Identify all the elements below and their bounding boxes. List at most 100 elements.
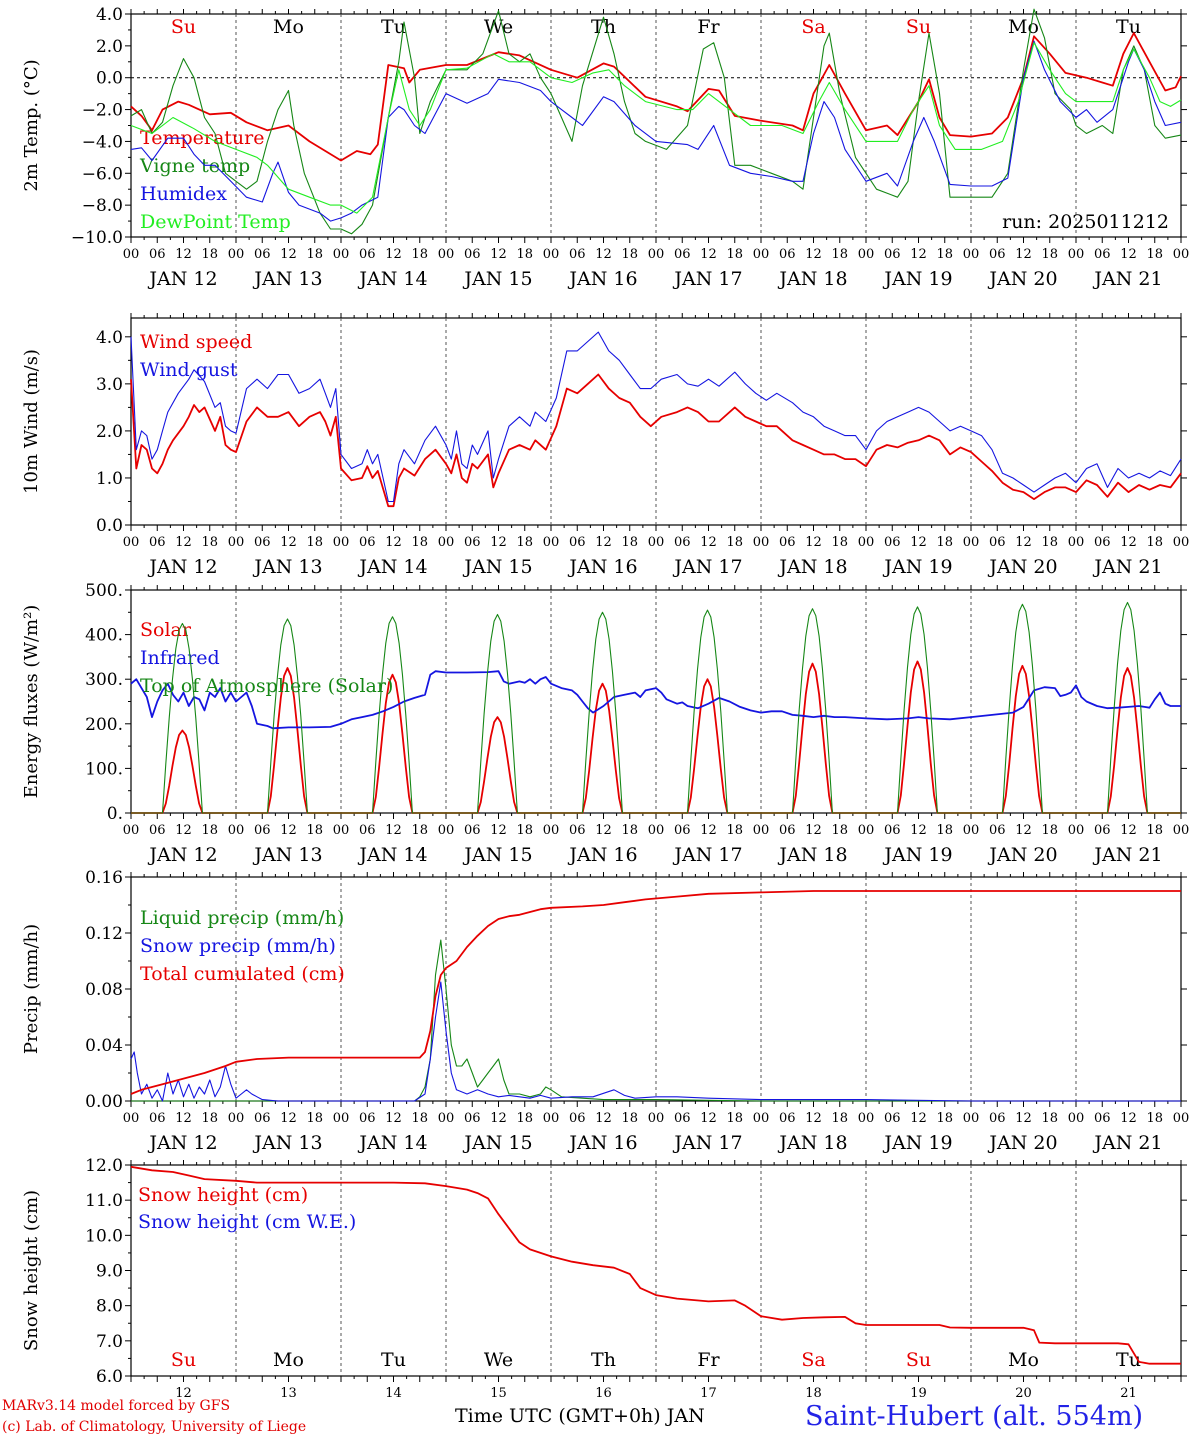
x-day-number: 13 [280,1386,297,1401]
x-hour-label: 12 [280,1111,297,1126]
x-date-label: JAN 19 [882,556,952,578]
x-hour-label: 18 [726,1111,743,1126]
x-axis-title: Time UTC (GMT+0h) JAN [455,1405,705,1427]
x-hour-label: 12 [910,1111,927,1126]
x-hour-label: 06 [674,535,691,550]
x-date-label: JAN 12 [147,844,217,866]
x-hour-label: 06 [359,1111,376,1126]
x-hour-label: 06 [254,823,271,838]
legend-entry: Vigne temp [139,155,250,177]
x-hour-label: 06 [1094,247,1111,262]
x-hour-label: 00 [753,1111,770,1126]
x-date-label: JAN 13 [252,844,322,866]
weekday-label: We [484,1349,513,1371]
model-credit: MARv3.14 model forced by GFS [2,1398,231,1414]
x-hour-label: 18 [306,823,323,838]
x-hour-label: 00 [1173,535,1190,550]
x-hour-label: 06 [464,535,481,550]
x-hour-label: 00 [333,823,350,838]
y-tick-label: 400. [85,626,123,646]
x-hour-label: 18 [1146,823,1163,838]
weekday-label: Sa [801,1349,825,1371]
legend-entry: Solar [140,619,192,641]
y-tick-label: 0.0 [96,69,123,89]
legend-entry: Snow height (cm) [138,1184,308,1206]
x-date-label: JAN 20 [987,1132,1057,1154]
x-hour-label: 12 [1015,823,1032,838]
x-day-number: 16 [595,1386,612,1401]
x-hour-label: 12 [1015,1111,1032,1126]
top-of-atmosphere-solar-line [131,601,1181,814]
x-hour-label: 00 [123,823,140,838]
x-hour-label: 00 [753,823,770,838]
legend-entry: Wind speed [140,331,252,353]
y-tick-label: 0.04 [85,1036,123,1056]
x-hour-label: 06 [989,535,1006,550]
weekday-label: Tu [1116,16,1141,38]
x-date-label: JAN 15 [462,268,532,290]
x-date-label: JAN 12 [147,1132,217,1154]
x-hour-label: 00 [228,535,245,550]
x-date-label: JAN 19 [882,1132,952,1154]
x-hour-label: 06 [779,247,796,262]
x-date-label: JAN 21 [1092,268,1162,290]
y-tick-label: 100. [85,759,123,779]
y-axis-label: 10m Wind (m/s) [21,349,42,494]
x-hour-label: 18 [306,535,323,550]
y-tick-label: 2.0 [96,422,123,442]
x-date-label: JAN 21 [1092,556,1162,578]
x-hour-label: 18 [621,1111,638,1126]
x-hour-label: 06 [989,1111,1006,1126]
legend-entry: Total cumulated (cm) [140,963,345,985]
x-date-label: JAN 14 [357,268,427,290]
x-date-label: JAN 20 [987,556,1057,578]
x-date-label: JAN 16 [567,844,637,866]
legend-entry: Snow height (cm W.E.) [138,1211,356,1233]
x-date-label: JAN 17 [672,268,742,290]
y-tick-label: 4.0 [96,5,123,25]
x-date-label: JAN 16 [567,268,637,290]
y-tick-label: 7.0 [96,1332,123,1352]
x-hour-label: 06 [569,247,586,262]
x-hour-label: 06 [464,823,481,838]
x-hour-label: 00 [648,535,665,550]
x-hour-label: 12 [385,535,402,550]
x-date-label: JAN 16 [567,1132,637,1154]
weekday-label: Su [171,16,196,38]
x-hour-label: 12 [910,535,927,550]
legend-entry: Wind gust [140,359,238,381]
y-axis-label: Snow height (cm) [21,1190,42,1351]
legend-entry: Temperature [140,127,264,149]
x-date-label: JAN 15 [462,844,532,866]
x-hour-label: 06 [254,247,271,262]
energy-panel: 500. 400. 300. 200. 100. 0. Energy fluxes (W/m… [21,581,1189,866]
x-hour-label: 12 [700,1111,717,1126]
x-hour-label: 12 [490,823,507,838]
x-date-label: JAN 21 [1092,844,1162,866]
x-hour-label: 06 [254,535,271,550]
y-tick-label: 0.12 [85,924,123,944]
x-hour-label: 12 [490,535,507,550]
x-hour-label: 06 [1094,1111,1111,1126]
x-hour-label: 06 [569,535,586,550]
x-date-label: JAN 17 [672,556,742,578]
x-hour-label: 18 [1041,535,1058,550]
x-date-label: JAN 13 [252,268,322,290]
x-hour-label: 06 [674,1111,691,1126]
x-date-label: JAN 14 [357,844,427,866]
x-hour-label: 12 [1120,247,1137,262]
total-cumulated-cm-line [130,890,1181,1095]
x-hour-label: 00 [228,1111,245,1126]
x-date-label: JAN 12 [147,556,217,578]
y-axis-label: Precip (mm/h) [21,924,42,1054]
x-day-number: 14 [385,1386,402,1401]
x-date-label: JAN 16 [567,556,637,578]
x-hour-label: 06 [674,247,691,262]
x-hour-label: 12 [700,535,717,550]
x-hour-label: 12 [1120,823,1137,838]
x-hour-label: 06 [989,247,1006,262]
x-day-number: 20 [1015,1386,1032,1401]
x-day-number: 19 [910,1386,927,1401]
x-hour-label: 06 [884,247,901,262]
x-hour-label: 12 [700,247,717,262]
